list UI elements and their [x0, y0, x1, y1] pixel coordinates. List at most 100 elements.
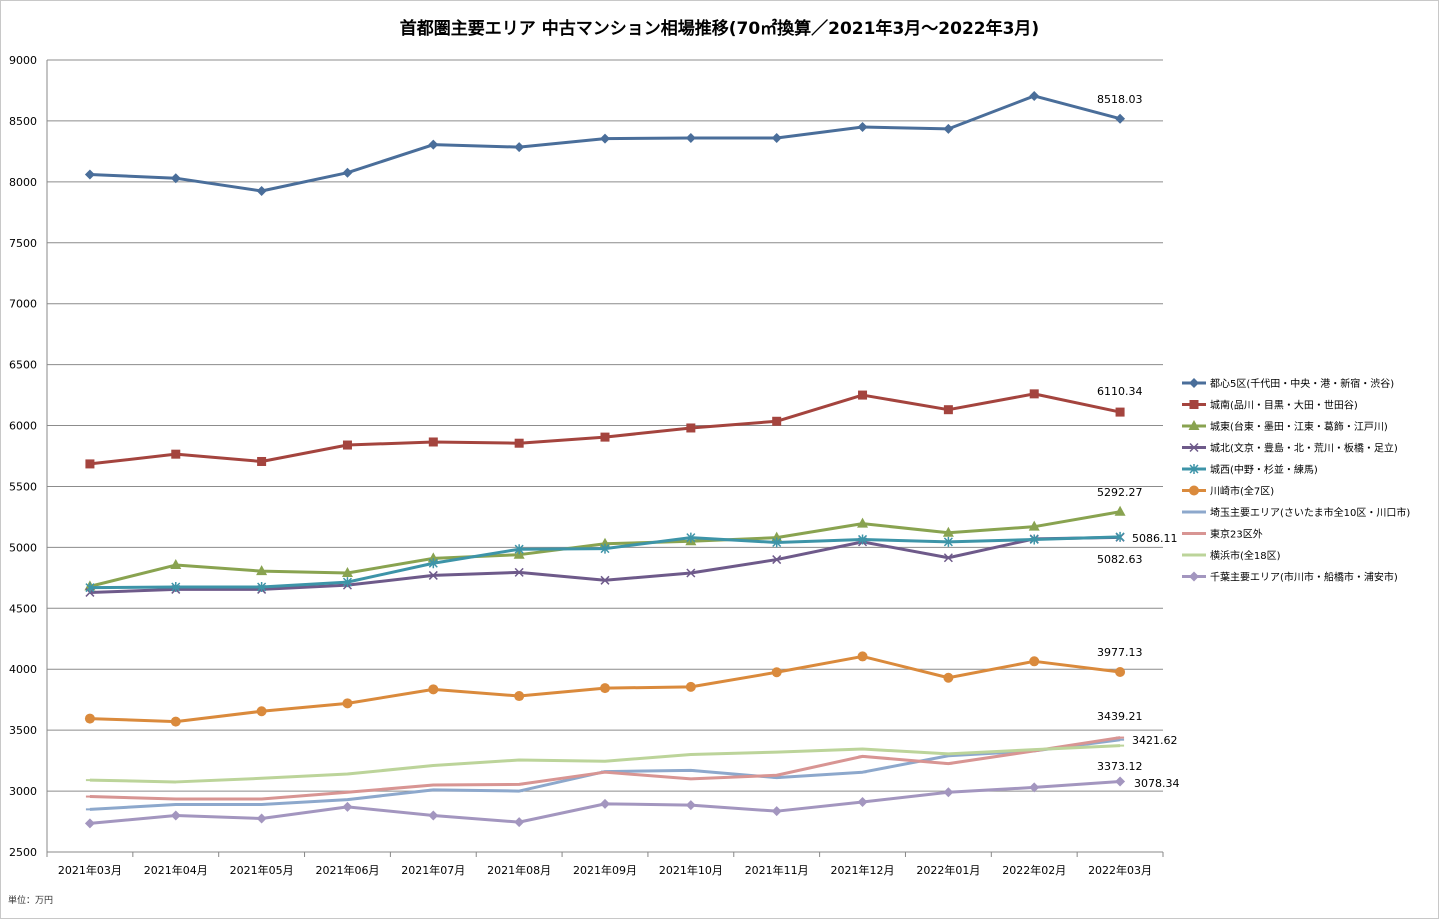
data-point	[1029, 782, 1040, 793]
legend-item: 埼玉主要エリア(さいたま市全10区・川口市)	[1182, 506, 1410, 519]
data-point	[514, 817, 525, 828]
x-tick-label: 2021年04月	[144, 863, 208, 877]
data-point	[1114, 505, 1126, 516]
series-line	[89, 744, 1121, 784]
data-point	[600, 683, 610, 694]
legend-label: 埼玉主要エリア(さいたま市全10区・川口市)	[1210, 506, 1410, 519]
data-point	[1189, 571, 1199, 582]
y-tick-label: 4500	[9, 602, 37, 615]
data-point	[600, 432, 610, 442]
end-label: 3439.21	[1097, 710, 1143, 723]
series-2	[85, 389, 1125, 469]
series-line	[89, 392, 1121, 466]
data-point	[256, 185, 267, 196]
data-point	[1029, 656, 1040, 667]
x-axis-ticks: 2021年03月 2021年04月 2021年05月 2021年06月 2021年07月…	[46, 852, 1164, 877]
data-point	[771, 132, 782, 143]
data-point	[1189, 442, 1199, 453]
legend: 都心5区(千代田・中央・港・新宿・渋谷) 城南(品川・目黒・大田・世田谷) 城東(台…	[1182, 377, 1410, 584]
x-tick-label: 2021年10月	[659, 863, 723, 877]
x-tick-label: 2021年06月	[315, 863, 379, 877]
y-tick-label: 2500	[9, 846, 37, 859]
data-point	[858, 390, 868, 400]
data-point	[428, 684, 439, 695]
data-point	[600, 133, 610, 144]
data-point	[341, 566, 353, 577]
data-point	[170, 559, 182, 570]
end-label: 8518.03	[1097, 93, 1143, 106]
x-tick-label: 2021年05月	[230, 863, 294, 877]
data-point	[686, 568, 696, 578]
data-point	[171, 581, 181, 592]
data-point	[428, 558, 438, 569]
legend-label: 城東(台東・墨田・江東・葛飾・江戸川)	[1210, 420, 1388, 433]
end-label: 3977.13	[1097, 646, 1143, 659]
data-point	[342, 167, 353, 178]
data-point	[943, 405, 953, 415]
data-point	[84, 713, 95, 724]
legend-label: 城北(文京・豊島・北・荒川・板橋・足立)	[1210, 442, 1398, 455]
data-point	[686, 423, 696, 433]
data-point	[1189, 400, 1199, 409]
legend-item: 横浜市(全18区)	[1182, 549, 1281, 562]
legend-label: 千葉主要エリア(市川市・船橋市・浦安市)	[1210, 571, 1398, 584]
data-point	[686, 532, 696, 543]
y-tick-label: 7500	[9, 237, 37, 250]
data-point	[342, 801, 353, 812]
data-point	[942, 526, 954, 537]
series-line	[89, 736, 1121, 801]
data-point	[1029, 534, 1039, 545]
end-label: 5086.11	[1132, 532, 1178, 545]
data-point	[1029, 389, 1039, 399]
end-labels: 8518.03 6110.34 5292.27 5082.63 5086.11 3977.…	[1097, 93, 1180, 790]
data-point	[428, 437, 438, 447]
y-tick-label: 5000	[9, 541, 37, 554]
data-point	[1189, 485, 1199, 496]
data-point	[685, 681, 696, 692]
data-point	[600, 798, 610, 809]
series-9	[85, 744, 1125, 784]
series-1	[84, 90, 1126, 196]
data-point	[1115, 667, 1126, 678]
y-tick-label: 3000	[9, 785, 37, 798]
data-point	[685, 800, 696, 811]
data-point	[1115, 531, 1125, 542]
data-point	[428, 570, 438, 580]
legend-label: 横浜市(全18区)	[1210, 549, 1281, 562]
series-lines	[84, 90, 1126, 829]
legend-item: 東京23区外	[1182, 528, 1263, 541]
data-point	[514, 142, 525, 153]
data-point	[342, 440, 352, 450]
data-point	[84, 169, 95, 180]
data-point	[85, 582, 95, 593]
data-point	[772, 555, 782, 565]
data-point	[857, 651, 868, 662]
y-tick-label: 9000	[9, 54, 37, 67]
y-tick-label: 3500	[9, 724, 37, 737]
data-point	[342, 577, 352, 588]
end-label: 5082.63	[1097, 553, 1143, 566]
x-tick-label: 2021年07月	[401, 863, 465, 877]
gridlines	[46, 59, 1163, 853]
legend-item: 都心5区(千代田・中央・港・新宿・渋谷)	[1182, 377, 1394, 390]
data-point	[256, 813, 267, 824]
data-point	[943, 672, 954, 683]
legend-item: 城西(中野・杉並・練馬)	[1182, 463, 1318, 476]
end-label: 5292.27	[1097, 486, 1143, 499]
data-point	[170, 716, 181, 727]
legend-item: 城東(台東・墨田・江東・葛飾・江戸川)	[1182, 420, 1388, 433]
data-point	[257, 456, 267, 466]
data-point	[257, 581, 267, 592]
data-point	[514, 438, 524, 448]
series-8	[85, 736, 1125, 801]
legend-item: 城北(文京・豊島・北・荒川・板橋・足立)	[1182, 442, 1398, 455]
data-point	[1115, 776, 1126, 787]
data-point	[1028, 520, 1040, 531]
data-point	[943, 536, 953, 547]
data-point	[1189, 378, 1199, 388]
x-tick-label: 2021年12月	[831, 863, 895, 877]
end-label: 3373.12	[1097, 760, 1143, 773]
unit-label: 単位：万円	[8, 896, 54, 906]
data-point	[772, 537, 782, 548]
